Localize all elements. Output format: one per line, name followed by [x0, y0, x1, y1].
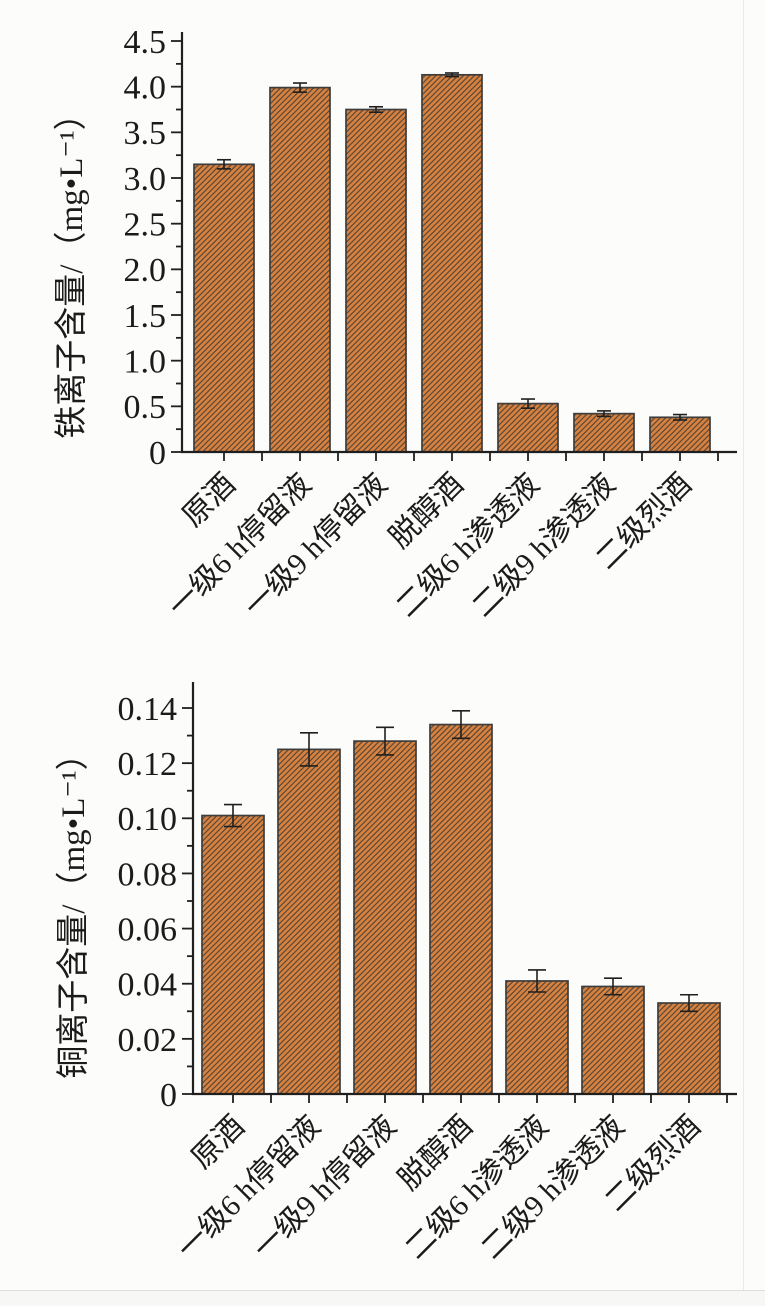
y-tick-label: 4.0: [124, 70, 167, 107]
error-bar: [452, 709, 470, 740]
bar-hatch-overlay: [270, 87, 330, 453]
y-tick-label: 1.0: [124, 344, 167, 381]
error-bar: [376, 726, 394, 756]
error-bar: [369, 105, 383, 114]
bar-hatch-overlay: [430, 724, 492, 1094]
error-bar: [217, 158, 231, 170]
y-axis-title: 铜离子含量/（mg•L⁻¹）: [55, 737, 92, 1078]
axes: [191, 682, 737, 1096]
error-bar: [680, 993, 698, 1013]
y-tick-label: 4.5: [124, 24, 167, 61]
y-tick-label: 0.04: [118, 967, 178, 1004]
y-tick-label: 0.12: [118, 746, 178, 783]
ticks: [182, 707, 728, 1103]
error-bar: [293, 82, 307, 93]
y-tick-label: 0.14: [118, 691, 178, 728]
bar-hatch-overlay: [354, 741, 416, 1094]
x-category-label: 原酒: [176, 468, 242, 534]
iron-chart-panel: 0 0.5 1.0 1.5 2.0 2.5 3.0 3.5 4.0 4.5 原酒 一级6 h停留液 一级…: [53, 24, 737, 624]
ticks: [171, 40, 719, 461]
y-tick-label: 0: [149, 435, 166, 472]
error-bar: [300, 732, 318, 767]
bar-hatch-overlay: [346, 109, 406, 452]
y-tick-label: 3.5: [124, 115, 167, 152]
y-tick-label: 0.06: [118, 911, 178, 948]
y-tick-label: 2.0: [124, 252, 167, 289]
bar-hatch-overlay: [194, 164, 254, 453]
bar-hatch-overlay: [278, 749, 340, 1094]
bar-hatch-overlay: [506, 980, 568, 1094]
y-tick-label: 0: [160, 1077, 177, 1114]
y-tick-label: 2.5: [124, 207, 167, 244]
y-tick-label: 3.0: [124, 161, 167, 198]
error-bar: [673, 413, 687, 421]
y-tick-label: 0.08: [118, 856, 178, 893]
error-bar: [521, 398, 535, 409]
error-bar: [528, 969, 546, 993]
bar-hatch-overlay: [202, 815, 264, 1094]
error-bar: [604, 977, 622, 996]
bar-hatch-overlay: [422, 74, 482, 452]
error-bar: [224, 803, 242, 828]
y-tick-label: 0.5: [124, 389, 167, 426]
y-tick-label: 0.10: [118, 801, 178, 838]
bar-hatch-overlay: [650, 417, 710, 452]
x-category-label: 原酒: [185, 1110, 251, 1176]
error-bar: [445, 72, 459, 78]
y-axis-title: 铁离子含量/（mg•L⁻¹）: [53, 97, 90, 438]
y-tick-label: 0.02: [118, 1022, 178, 1059]
bar-hatch-overlay: [498, 403, 558, 452]
bar-hatch-overlay: [582, 986, 644, 1094]
bar-hatch-overlay: [658, 1003, 720, 1094]
y-tick-label: 1.5: [124, 298, 167, 335]
error-bar: [597, 410, 611, 418]
copper-chart-panel: 0 0.02 0.04 0.06 0.08 0.10 0.12 0.14 原酒 一级6 h停留液一…: [0, 653, 765, 1306]
bar-hatch-overlay: [574, 413, 634, 452]
